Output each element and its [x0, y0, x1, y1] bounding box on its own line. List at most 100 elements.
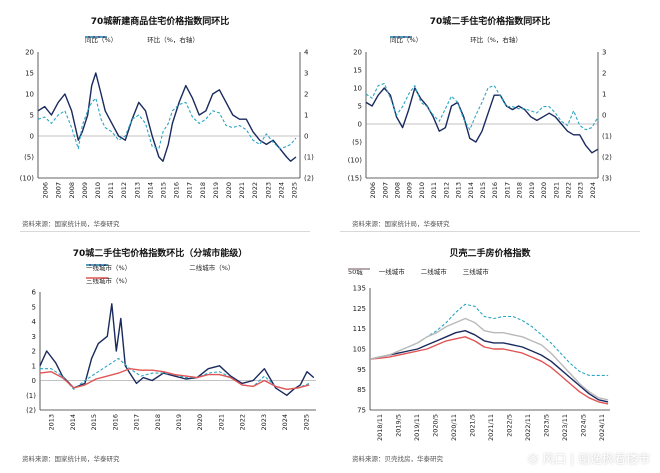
x-tick-label: 2015	[159, 182, 167, 199]
x-tick-label: 2014	[69, 414, 77, 431]
x-tick-label: 2017	[186, 182, 194, 199]
x-tick-label: 2006	[42, 182, 50, 199]
y-tick-label-right: 2	[304, 91, 308, 99]
legend-label: 环比（%，右轴）	[147, 36, 199, 44]
y-tick-label-left: 3	[32, 333, 36, 341]
x-tick-label: 2018	[154, 414, 162, 431]
x-tick-label: 2018/11	[376, 414, 384, 441]
x-tick-label: 2024	[281, 414, 289, 431]
x-tick-label: 2024/5	[579, 414, 587, 437]
x-tick-label: 2014	[146, 182, 154, 199]
x-tick-label: 2010	[418, 182, 426, 199]
x-tick-label: 2009	[406, 182, 414, 199]
legend: 三线城市（%）	[86, 275, 131, 285]
x-tick-label: 2024/11	[598, 414, 606, 441]
legend-label: 二线城市（%）	[189, 264, 235, 272]
series-line	[39, 303, 315, 397]
x-tick-label: 2018	[516, 182, 524, 199]
watermark-icon: ⏣	[527, 452, 539, 466]
x-tick-label: 2019	[528, 182, 536, 199]
y-tick-label-left: 2	[32, 348, 36, 356]
x-tick-label: 2012	[442, 182, 450, 199]
chart-panel-1: 70城新建商品住宅价格指数同环比 同比（%） 环比（%，右轴） 20 15 10 5 0…	[0, 0, 320, 228]
y-tick-label-left: (10)	[348, 157, 363, 165]
chart-title: 贝壳二手房价格指数	[449, 249, 531, 259]
chart-source: 资料来源：国家统计局，华泰研究	[352, 220, 450, 228]
y-tick-label-left: 5	[32, 303, 36, 311]
x-tick-label: 2019	[212, 182, 220, 199]
y-tick-label-left: 125	[353, 305, 366, 313]
chart-title: 70城二手住宅价格指数环比（分城市能级）	[72, 249, 248, 259]
y-tick-label-left: 20	[353, 49, 362, 57]
x-tick-label: 2015	[479, 182, 487, 199]
x-tick-label: 2011	[430, 182, 438, 199]
x-tick-label: 2013	[48, 414, 56, 431]
y-tick-label-left: (5)	[352, 139, 362, 147]
y-tick-label-left: 105	[353, 346, 366, 354]
x-tick-label: 2016	[111, 414, 119, 431]
series-line	[369, 303, 609, 376]
y-tick-label-right: (2)	[602, 154, 612, 162]
y-tick-label-left: (5)	[24, 154, 34, 162]
x-tick-label: 2014	[467, 182, 475, 199]
legend: 同比（%） 环比（%，右轴）	[85, 34, 199, 44]
chart-panel-3: 70城二手住宅价格指数环比（分城市能级） 一线城市（%） 二线城市（%） 三线城…	[0, 240, 320, 463]
y-tick-label-left: 0	[30, 133, 34, 141]
chart-plot: 6 5 4 3 2 1 0 (1) (2) 2013 2014 2015 2016 2017 2018 201…	[26, 289, 316, 431]
x-tick-label: 2022	[239, 414, 247, 431]
x-tick-label: 2023	[577, 182, 585, 199]
chart-title: 70城新建商品住宅价格指数同环比	[90, 17, 230, 27]
chart-source: 资料来源：国家统计局，华泰研究	[22, 455, 120, 463]
y-tick-label-left: (15)	[348, 175, 363, 183]
x-tick-label: 2016	[491, 182, 499, 199]
y-tick-label-right: 3	[602, 49, 606, 57]
legend: 一线城市（%） 二线城市（%）	[86, 262, 234, 272]
y-tick-label-left: 0	[32, 377, 36, 385]
y-tick-label-left: 5	[30, 112, 34, 120]
legend-label: 一线城市	[378, 268, 405, 276]
legend-swatch-solid	[86, 277, 108, 279]
x-tick-label: 2008	[68, 182, 76, 199]
y-tick-label-left: 75	[357, 407, 366, 415]
legend-label: 三线城市（%）	[86, 277, 132, 285]
x-tick-label: 2009	[81, 182, 89, 199]
y-tick-label-left: 115	[353, 325, 366, 333]
x-tick-label: 2010	[94, 182, 102, 199]
y-tick-label-left: 20	[25, 49, 34, 57]
legend: 同比（%） 环比（%，右轴）	[390, 34, 522, 44]
legend-label: 一线城市（%）	[86, 264, 132, 272]
x-tick-label: 2019/5	[395, 414, 403, 437]
x-tick-label: 2006	[369, 182, 377, 199]
y-tick-label-left: 95	[357, 366, 366, 374]
x-tick-label: 2021	[217, 414, 225, 431]
x-tick-label: 2011	[107, 182, 115, 199]
x-tick-label: 2020	[540, 182, 548, 199]
x-tick-label: 2023	[260, 414, 268, 431]
chart-title: 70城二手住宅价格指数同环比	[429, 17, 551, 27]
series-line	[365, 87, 599, 154]
y-tick-label-left: 4	[32, 318, 37, 326]
x-tick-label: 2025	[302, 414, 310, 431]
divider	[340, 231, 640, 232]
series-line	[369, 336, 609, 405]
x-tick-label: 2017	[503, 182, 511, 199]
x-tick-label: 2017	[133, 414, 141, 431]
x-tick-label: 2012	[120, 182, 128, 199]
y-tick-label-left: 15	[25, 70, 34, 78]
x-tick-label: 2021	[552, 182, 560, 199]
x-tick-label: 2022/5	[505, 414, 513, 437]
legend-swatch-dashed	[85, 36, 107, 38]
x-tick-label: 2022/11	[524, 414, 532, 441]
y-tick-label-right: 0	[602, 112, 606, 120]
x-tick-label: 2023/11	[561, 414, 569, 441]
chart-source: 资料来源：贝壳找房，华泰研究	[352, 455, 443, 463]
y-tick-label-left: 85	[357, 386, 366, 394]
x-tick-label: 2024	[277, 182, 285, 199]
y-tick-label-right: 3	[304, 70, 308, 78]
y-tick-label-left: 15	[353, 67, 362, 75]
y-tick-label-left: 135	[353, 285, 366, 293]
legend-swatch-solid	[348, 268, 370, 270]
legend-label: 同比（%）	[390, 36, 423, 44]
